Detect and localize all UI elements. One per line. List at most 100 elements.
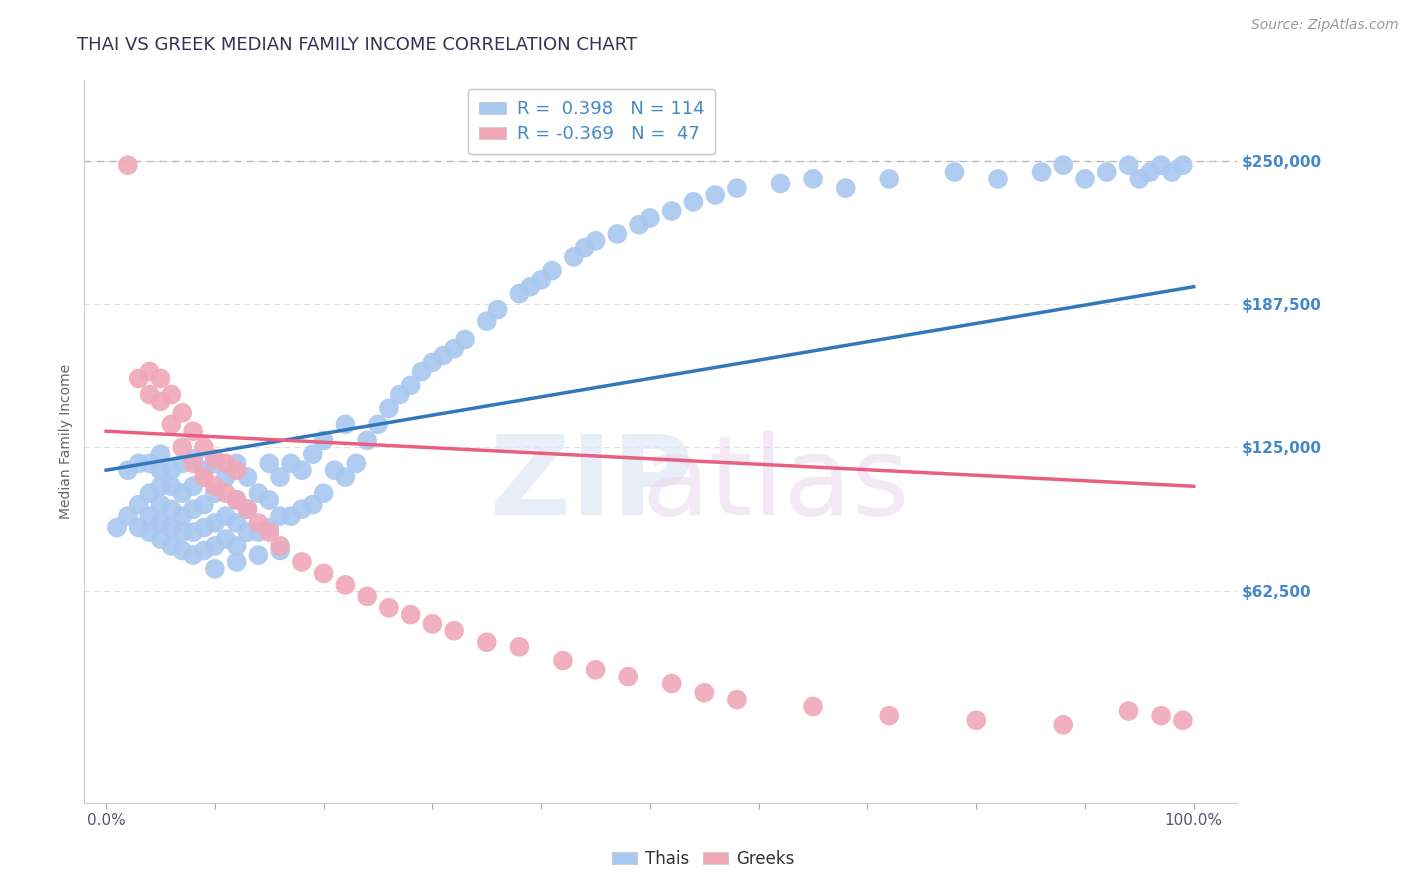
Point xyxy=(1128,172,1150,186)
Point xyxy=(117,509,139,524)
Point xyxy=(422,355,444,369)
Point xyxy=(225,539,247,553)
Point xyxy=(204,562,226,576)
Point xyxy=(117,158,139,172)
Point xyxy=(486,302,509,317)
Point xyxy=(149,447,172,461)
Point xyxy=(1052,718,1074,732)
Point xyxy=(215,509,238,524)
Point xyxy=(291,463,314,477)
Point xyxy=(312,486,335,500)
Point xyxy=(356,434,378,448)
Point xyxy=(181,548,204,562)
Point xyxy=(225,555,247,569)
Point xyxy=(193,520,215,534)
Point xyxy=(138,486,160,500)
Point xyxy=(877,708,900,723)
Point xyxy=(475,635,498,649)
Point xyxy=(128,520,150,534)
Point xyxy=(117,463,139,477)
Point xyxy=(247,516,270,530)
Point xyxy=(1095,165,1118,179)
Point xyxy=(204,486,226,500)
Point xyxy=(1052,158,1074,172)
Point xyxy=(530,273,553,287)
Point xyxy=(225,493,247,508)
Legend: R =  0.398   N = 114, R = -0.369   N =  47: R = 0.398 N = 114, R = -0.369 N = 47 xyxy=(468,89,716,154)
Point xyxy=(247,486,270,500)
Point xyxy=(160,387,183,401)
Point xyxy=(172,406,194,420)
Point xyxy=(725,181,748,195)
Point xyxy=(172,543,194,558)
Point xyxy=(661,204,683,219)
Point xyxy=(225,493,247,508)
Point xyxy=(628,218,651,232)
Point xyxy=(475,314,498,328)
Point xyxy=(138,387,160,401)
Point xyxy=(1031,165,1053,179)
Point xyxy=(411,365,433,379)
Point xyxy=(128,456,150,470)
Point xyxy=(335,470,357,484)
Point xyxy=(215,532,238,546)
Point xyxy=(280,456,302,470)
Point xyxy=(225,463,247,477)
Point xyxy=(193,470,215,484)
Point xyxy=(172,509,194,524)
Point xyxy=(225,456,247,470)
Point xyxy=(193,498,215,512)
Point xyxy=(378,600,401,615)
Point xyxy=(562,250,585,264)
Point xyxy=(1171,158,1194,172)
Point xyxy=(335,417,357,432)
Text: ZIP: ZIP xyxy=(489,432,693,539)
Point xyxy=(138,509,160,524)
Point xyxy=(193,440,215,454)
Point xyxy=(356,590,378,604)
Point xyxy=(181,479,204,493)
Point xyxy=(204,479,226,493)
Point xyxy=(172,456,194,470)
Point xyxy=(574,241,596,255)
Point xyxy=(1161,165,1184,179)
Point xyxy=(236,525,259,540)
Point xyxy=(204,456,226,470)
Point xyxy=(160,463,183,477)
Point xyxy=(259,520,281,534)
Point xyxy=(291,502,314,516)
Point xyxy=(149,463,172,477)
Point xyxy=(236,470,259,484)
Point xyxy=(269,470,291,484)
Point xyxy=(388,387,411,401)
Point xyxy=(149,498,172,512)
Point xyxy=(617,670,640,684)
Point xyxy=(399,378,422,392)
Point xyxy=(1118,158,1140,172)
Point xyxy=(204,451,226,466)
Point xyxy=(193,463,215,477)
Point xyxy=(443,624,465,638)
Point xyxy=(236,502,259,516)
Point xyxy=(105,520,128,534)
Point xyxy=(367,417,389,432)
Point xyxy=(422,616,444,631)
Point xyxy=(128,498,150,512)
Point xyxy=(801,699,824,714)
Point xyxy=(801,172,824,186)
Point xyxy=(323,463,346,477)
Point xyxy=(138,365,160,379)
Point xyxy=(160,479,183,493)
Point xyxy=(259,525,281,540)
Point xyxy=(344,456,367,470)
Point xyxy=(638,211,661,225)
Point xyxy=(682,194,704,209)
Point xyxy=(508,640,530,654)
Point xyxy=(585,663,607,677)
Legend: Thais, Greeks: Thais, Greeks xyxy=(605,844,801,875)
Point xyxy=(280,509,302,524)
Point xyxy=(181,502,204,516)
Point xyxy=(269,543,291,558)
Point xyxy=(693,686,716,700)
Point xyxy=(128,371,150,385)
